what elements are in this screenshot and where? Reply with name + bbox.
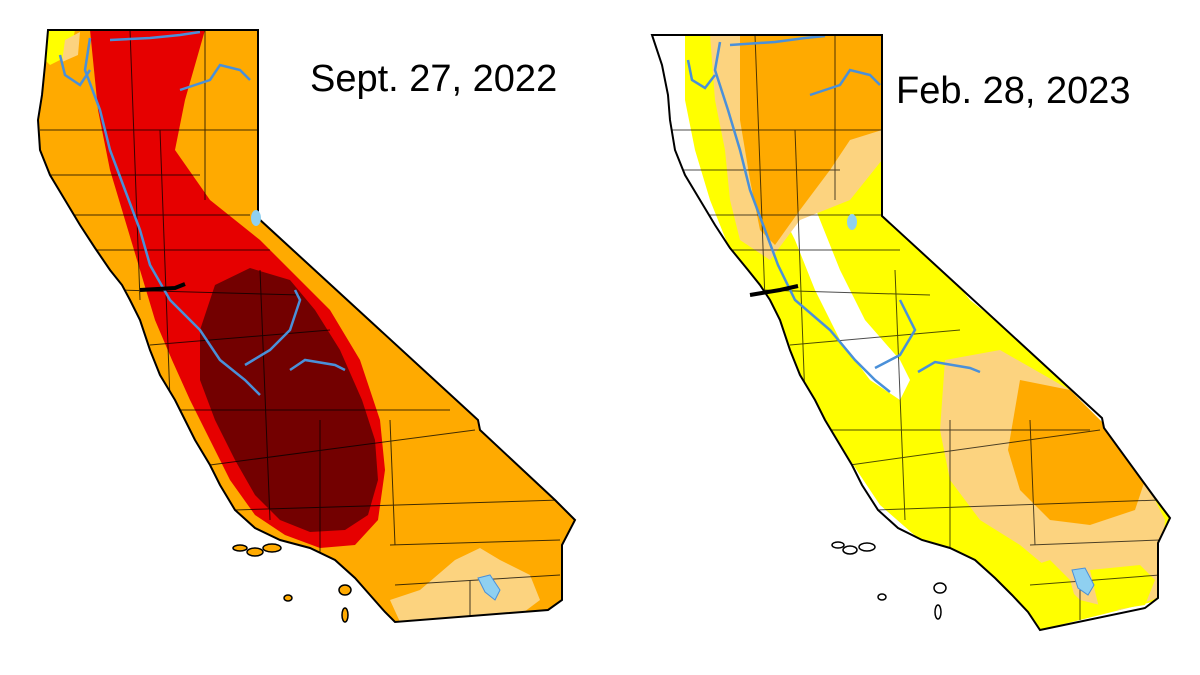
bay-delta (139, 282, 186, 292)
california-drought-map-2023 (650, 34, 1172, 632)
d2-severe-region-north (740, 35, 882, 245)
salton-sea (1071, 567, 1095, 596)
d1-moderate-region-south (390, 548, 540, 622)
california-drought-map-2022 (36, 29, 577, 624)
d1-moderate-region (62, 32, 80, 62)
map-panel-sept-2022: Sept. 27, 2022 (36, 29, 577, 624)
lake-tahoe (847, 214, 857, 230)
salton-sea (477, 574, 501, 601)
channel-islands (232, 543, 352, 623)
state-border (650, 34, 1172, 632)
map-panel-feb-2023: Feb. 28, 2023 (600, 0, 1200, 675)
state-border (36, 29, 577, 624)
county-lines (40, 30, 561, 620)
d4-exceptional-region (200, 268, 378, 532)
channel-islands (831, 541, 947, 620)
d0-region-south (1020, 560, 1080, 628)
rivers (58, 30, 346, 396)
lake-tahoe (251, 210, 261, 226)
date-label-left: Sept. 27, 2022 (310, 58, 558, 100)
rivers (686, 35, 981, 393)
d2-severe-region-south (1008, 380, 1145, 525)
bay-delta (749, 284, 799, 297)
date-label-right: Feb. 28, 2023 (896, 70, 1131, 112)
